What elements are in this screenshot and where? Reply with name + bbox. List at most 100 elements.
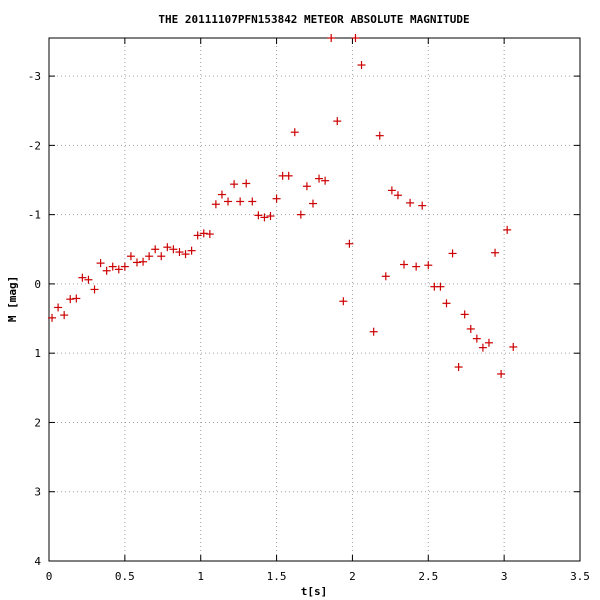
data-point [491, 248, 500, 257]
data-point [266, 212, 275, 221]
y-tick-label: 1 [34, 347, 41, 360]
data-point [308, 199, 317, 208]
y-tick-label: 0 [34, 278, 41, 291]
plot-frame [48, 37, 581, 562]
y-tick-label: 2 [34, 416, 41, 429]
data-point [151, 245, 160, 254]
data-point [412, 262, 421, 271]
data-point [442, 299, 451, 308]
y-tick-label: 4 [34, 555, 41, 568]
y-tick-label: -2 [28, 139, 41, 152]
data-point [472, 334, 481, 343]
data-point [60, 311, 69, 320]
data-point [199, 229, 208, 238]
data-point [369, 327, 378, 336]
data-point [454, 363, 463, 372]
data-point [230, 180, 239, 189]
data-point [478, 343, 487, 352]
data-point [242, 179, 251, 188]
data-point [120, 262, 129, 271]
data-point [96, 259, 105, 268]
chart-title: THE 20111107PFN153842 METEOR ABSOLUTE MA… [158, 13, 469, 26]
data-point [315, 174, 324, 183]
data-point [339, 297, 348, 306]
data-point [78, 273, 87, 282]
data-point [381, 272, 390, 281]
data-point [375, 131, 384, 140]
data-point [205, 230, 214, 239]
data-point [321, 176, 330, 185]
x-tick-label: 3 [501, 570, 508, 583]
data-point [290, 128, 299, 137]
data-point [217, 190, 226, 199]
data-point [108, 262, 117, 271]
grid-lines [49, 38, 580, 561]
data-point [509, 342, 518, 351]
x-tick-label: 1 [197, 570, 204, 583]
data-point [272, 194, 281, 203]
data-point [351, 34, 360, 42]
x-tick-label: 0 [46, 570, 53, 583]
y-axis-label: M [mag] [6, 276, 19, 322]
data-point [424, 261, 433, 270]
data-point [302, 182, 311, 191]
data-point [90, 285, 99, 294]
data-point [327, 34, 336, 42]
data-point [72, 294, 81, 303]
data-point [54, 303, 63, 312]
data-point [296, 210, 305, 219]
data-point [102, 266, 111, 275]
data-point [169, 245, 178, 254]
data-point [132, 258, 141, 267]
x-tick-label: 0.5 [115, 570, 135, 583]
data-point [145, 252, 154, 261]
data-point [333, 117, 342, 126]
data-point [84, 275, 93, 284]
data-point [503, 225, 512, 234]
data-point [157, 252, 166, 261]
x-axis-label: t[s] [301, 585, 328, 598]
data-point [260, 213, 269, 222]
x-tick-label: 2.5 [418, 570, 438, 583]
data-point [400, 260, 409, 269]
data-point [66, 295, 75, 304]
data-points [48, 34, 518, 378]
y-tick-label: -3 [28, 70, 41, 83]
data-point [418, 201, 427, 210]
data-point [248, 197, 257, 206]
data-point [284, 171, 293, 180]
data-point [357, 61, 366, 70]
y-tick-labels: -3 -2 -1 0 1 2 3 4 [28, 70, 42, 568]
data-point [175, 248, 184, 257]
data-point [126, 252, 135, 261]
data-point [406, 198, 415, 207]
data-point [345, 239, 354, 248]
data-point [187, 246, 196, 255]
data-point [448, 249, 457, 258]
x-tick-label: 1.5 [267, 570, 287, 583]
data-point [236, 197, 245, 206]
data-point [393, 191, 402, 200]
data-point [484, 338, 493, 347]
data-point [114, 265, 123, 274]
data-point [387, 186, 396, 195]
data-point [254, 211, 263, 220]
x-tick-labels: 0 0.5 1 1.5 2 2.5 3 3.5 [46, 570, 590, 583]
data-point [139, 257, 148, 266]
data-point [460, 310, 469, 319]
data-point [193, 231, 202, 240]
data-point [163, 243, 172, 252]
y-tick-label: -1 [28, 209, 41, 222]
data-point [181, 250, 190, 259]
axis-ticks [48, 38, 581, 562]
data-point [224, 197, 233, 206]
data-point [497, 369, 506, 378]
x-tick-label: 2 [349, 570, 356, 583]
data-point [48, 313, 57, 322]
y-tick-label: 3 [34, 486, 41, 499]
data-point [211, 200, 220, 209]
data-point [466, 324, 475, 333]
x-tick-label: 3.5 [570, 570, 590, 583]
data-point [436, 282, 445, 291]
